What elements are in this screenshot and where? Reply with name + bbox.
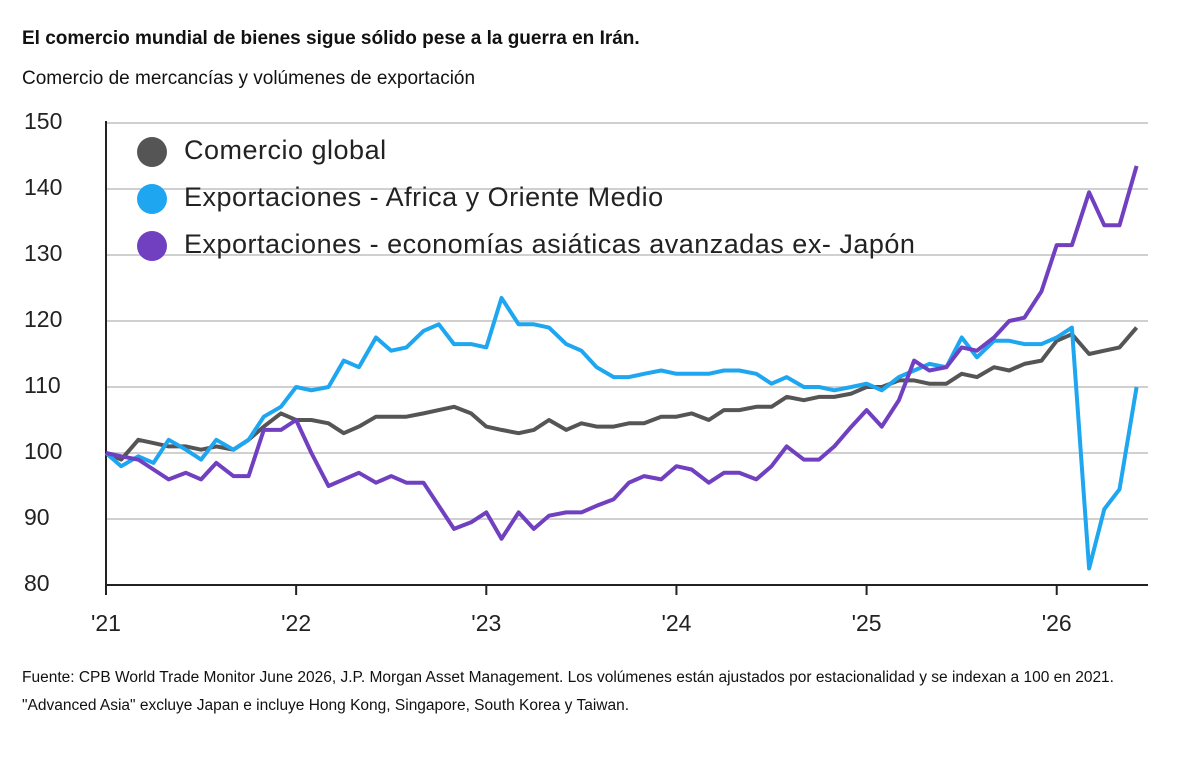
- y-tick-label: 100: [24, 438, 62, 464]
- series-line: [104, 295, 1139, 571]
- legend-label: Exportaciones - Africa y Oriente Medio: [184, 182, 664, 212]
- y-tick-label: 90: [24, 504, 50, 530]
- x-tick-label: '26: [1042, 610, 1072, 636]
- x-tick-label: '25: [852, 610, 882, 636]
- legend-marker: [137, 137, 167, 167]
- y-tick-label: 150: [24, 108, 62, 134]
- x-tick-label: '22: [281, 610, 311, 636]
- x-tick-label: '24: [661, 610, 691, 636]
- y-tick-label: 140: [24, 174, 62, 200]
- legend-marker: [137, 231, 167, 261]
- legend-label: Comercio global: [184, 135, 387, 165]
- y-tick-label: 120: [24, 306, 62, 332]
- chart: 80 90 100 110 120 130 140 150 '21 '22 '23 '24 '25 '26…: [24, 108, 1148, 636]
- y-tick-label: 130: [24, 240, 62, 266]
- legend-label: Exportaciones - economías asiáticas avan…: [184, 229, 915, 259]
- y-tick-label: 110: [24, 372, 61, 398]
- x-tick-label: '23: [471, 610, 501, 636]
- footnote: Fuente: CPB World Trade Monitor June 202…: [22, 669, 1114, 714]
- chart-title: El comercio mundial de bienes sigue sóli…: [22, 28, 640, 49]
- chart-subtitle: Comercio de mercancías y volúmenes de ex…: [22, 68, 476, 89]
- series-line: [105, 165, 1139, 541]
- x-tick-label: '21: [91, 610, 121, 636]
- series-line: [105, 326, 1139, 462]
- legend-marker: [137, 184, 167, 214]
- y-tick-label: 80: [24, 570, 50, 596]
